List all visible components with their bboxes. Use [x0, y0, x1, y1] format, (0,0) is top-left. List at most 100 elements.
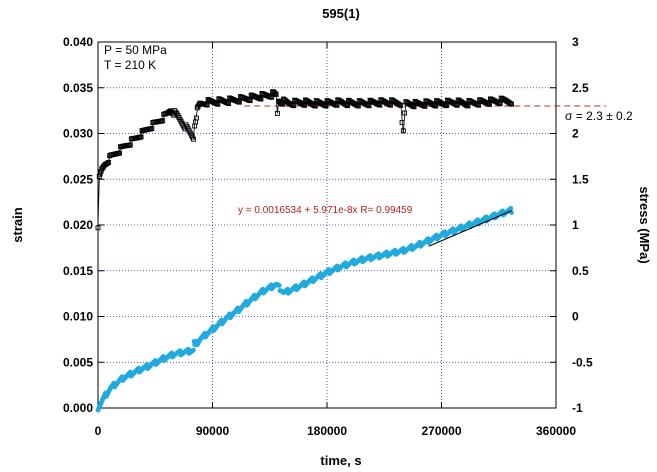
stress-point	[410, 103, 416, 109]
y-tick-label: 0.035	[63, 81, 93, 95]
stress-point	[377, 102, 383, 108]
x-tick-label: 180000	[307, 424, 347, 438]
stress-point	[366, 103, 372, 109]
y-tick-label: 0.030	[63, 127, 93, 141]
x-tick-label: 270000	[421, 424, 461, 438]
sigma-annotation: σ = 2.3 ± 0.2	[565, 109, 633, 123]
stress-point	[497, 101, 503, 107]
stress-point	[476, 102, 482, 108]
y2-tick-label: 0.5	[572, 264, 589, 278]
stress-point	[387, 102, 393, 108]
stress-point	[433, 103, 439, 109]
y2-tick-label: 2	[572, 127, 579, 141]
stress-point	[432, 103, 438, 108]
y-tick-label: 0.010	[63, 310, 93, 324]
stress-point	[487, 101, 492, 107]
y-axis-right: -1 -0.5 0 0.5 1 1.5 2 2.5 3	[550, 35, 593, 415]
stress-point	[105, 160, 110, 166]
stress-point	[149, 126, 155, 132]
y-tick-label: 0.015	[63, 264, 93, 278]
stress-point	[354, 103, 360, 108]
stress-point	[334, 102, 340, 108]
strain-point	[508, 205, 514, 211]
y-tick-label: 0.020	[63, 218, 93, 232]
stress-point	[95, 225, 101, 231]
stress-point	[323, 103, 329, 109]
x-tick-label: 0	[95, 424, 102, 438]
stress-point	[190, 136, 196, 142]
y2-tick-label: 1	[572, 218, 579, 232]
stress-point	[97, 171, 103, 177]
strain-series	[95, 205, 514, 413]
y2-tick-label: 1.5	[572, 172, 589, 186]
y-axis-left: 0.000 0.005 0.010 0.015 0.020 0.025 0.030 0.035…	[63, 35, 104, 415]
grid	[98, 42, 556, 408]
stress-series	[95, 89, 514, 231]
y-axis-title: strain	[10, 207, 25, 242]
strain-point	[191, 347, 196, 353]
stress-point	[247, 98, 253, 104]
stress-point	[193, 115, 199, 121]
strain-point	[276, 283, 282, 288]
pressure-annotation: P = 50 MPa	[104, 43, 167, 57]
temperature-annotation: T = 210 K	[104, 58, 156, 72]
chart-title: 595(1)	[322, 6, 360, 21]
y2-axis-title: stress (MPa)	[637, 186, 652, 263]
stress-point	[236, 99, 242, 105]
stress-point	[355, 103, 361, 109]
stress-point	[509, 101, 514, 107]
stress-point	[443, 103, 449, 109]
y2-tick-label: 2.5	[572, 81, 589, 95]
x-tick-label: 360000	[536, 424, 576, 438]
stress-point	[302, 102, 307, 108]
stress-point	[411, 104, 417, 110]
stress-point	[290, 102, 296, 108]
y-tick-label: 0.005	[63, 355, 93, 369]
stress-point	[226, 101, 232, 106]
y-tick-label: 0.025	[63, 172, 93, 186]
stress-point	[127, 142, 133, 148]
stress-point	[225, 100, 231, 106]
stress-point	[274, 110, 280, 116]
stress-point	[398, 103, 404, 108]
stress-point	[311, 103, 317, 108]
stress-point	[464, 103, 470, 108]
stress-point	[397, 102, 403, 108]
y2-tick-label: -0.5	[572, 355, 593, 369]
stress-point	[365, 102, 371, 108]
stress-point	[272, 91, 278, 97]
x-axis-title: time, s	[320, 453, 361, 468]
stress-point	[273, 92, 279, 97]
stress-point	[322, 103, 328, 108]
stress-point	[453, 102, 459, 108]
stress-point	[399, 120, 405, 125]
stress-point	[507, 101, 513, 106]
stress-point	[388, 102, 394, 108]
stress-point	[258, 96, 264, 102]
stress-point	[475, 102, 481, 108]
fit-annotation: y = 0.0016534 + 5.971e-8x R= 0.99459	[238, 205, 413, 216]
stress-point	[160, 118, 166, 124]
stress-point	[96, 174, 102, 179]
x-axis: 0 90000 180000 270000 360000	[95, 42, 576, 438]
y-tick-label: 0.000	[63, 401, 93, 415]
stress-point	[269, 94, 275, 100]
y2-tick-label: -1	[572, 401, 583, 415]
stress-point	[422, 103, 428, 109]
stress-point	[344, 102, 350, 108]
stress-point	[333, 102, 339, 108]
stress-point	[204, 102, 210, 108]
y-tick-label: 0.040	[63, 35, 93, 49]
stress-point	[402, 110, 408, 116]
stress-point	[301, 102, 306, 108]
x-tick-label: 90000	[196, 424, 230, 438]
stress-point	[117, 150, 122, 156]
y2-tick-label: 3	[572, 35, 579, 49]
stress-point	[454, 102, 460, 108]
stress-point	[496, 100, 502, 106]
stress-point	[442, 102, 448, 108]
stress-point	[214, 101, 220, 107]
stress-point	[215, 101, 221, 107]
stress-point	[421, 103, 427, 109]
